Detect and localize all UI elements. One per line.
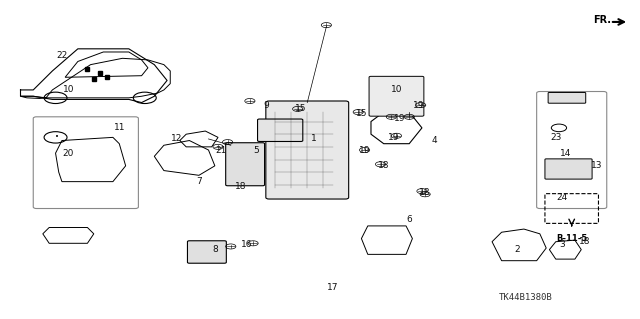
Text: 12: 12 xyxy=(171,134,182,144)
Text: 19: 19 xyxy=(359,145,371,154)
Text: 18: 18 xyxy=(378,161,390,170)
Text: •: • xyxy=(56,134,60,140)
Text: 17: 17 xyxy=(327,283,339,292)
Text: 18: 18 xyxy=(419,188,431,197)
FancyBboxPatch shape xyxy=(548,93,586,103)
FancyBboxPatch shape xyxy=(188,241,227,263)
Text: 7: 7 xyxy=(196,177,202,186)
FancyBboxPatch shape xyxy=(545,159,592,179)
Text: FR.: FR. xyxy=(593,15,611,26)
Text: 13: 13 xyxy=(591,161,603,170)
Text: 11: 11 xyxy=(113,123,125,132)
Text: 19: 19 xyxy=(388,133,399,142)
Text: 10: 10 xyxy=(390,85,402,94)
Text: 21: 21 xyxy=(216,145,227,154)
Text: 23: 23 xyxy=(550,133,561,142)
Text: 15: 15 xyxy=(295,104,307,113)
Text: 19: 19 xyxy=(394,114,405,123)
Text: 6: 6 xyxy=(406,215,412,224)
Text: 2: 2 xyxy=(515,245,520,254)
Text: 24: 24 xyxy=(557,193,568,202)
Text: 19: 19 xyxy=(413,101,424,110)
Text: 20: 20 xyxy=(63,149,74,158)
FancyBboxPatch shape xyxy=(369,76,424,116)
FancyBboxPatch shape xyxy=(226,143,264,186)
Text: 4: 4 xyxy=(432,136,438,145)
Text: TK44B1380B: TK44B1380B xyxy=(499,293,552,302)
Text: 3: 3 xyxy=(559,241,565,249)
Text: 5: 5 xyxy=(253,145,259,154)
Text: 16: 16 xyxy=(241,241,252,249)
Text: 22: 22 xyxy=(56,51,68,60)
Text: 1: 1 xyxy=(311,134,317,144)
Text: B-11-5: B-11-5 xyxy=(556,234,588,243)
Text: 8: 8 xyxy=(212,245,218,254)
Text: 15: 15 xyxy=(356,109,367,118)
FancyBboxPatch shape xyxy=(257,119,303,141)
Text: 18: 18 xyxy=(579,237,590,246)
FancyBboxPatch shape xyxy=(266,101,349,199)
Text: 18: 18 xyxy=(235,182,246,191)
Text: 10: 10 xyxy=(63,85,74,94)
Text: 9: 9 xyxy=(263,101,269,110)
Text: 14: 14 xyxy=(559,149,571,158)
